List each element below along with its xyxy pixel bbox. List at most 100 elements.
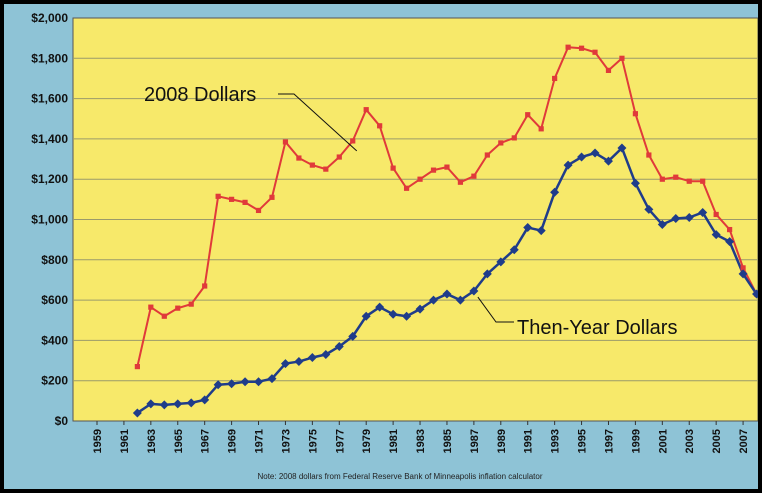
data-point [563, 160, 573, 170]
data-point [592, 49, 598, 55]
y-tick-label: $600 [41, 293, 68, 307]
data-point [659, 176, 665, 182]
data-point [430, 167, 437, 173]
data-point [644, 204, 654, 214]
data-point [536, 226, 546, 236]
x-tick-label: 1961 [119, 429, 131, 453]
y-tick-label: $1,400 [31, 132, 68, 146]
x-tick-label: 1981 [388, 429, 400, 453]
data-point [321, 350, 331, 360]
data-point [686, 178, 692, 184]
data-point [711, 230, 721, 240]
chart-note: Note: 2008 dollars from Federal Reserve … [257, 472, 542, 481]
data-point [159, 400, 169, 410]
data-point [402, 311, 412, 321]
y-tick-label: $2,000 [31, 11, 68, 25]
data-point [673, 174, 679, 180]
x-tick-label: 1973 [280, 429, 292, 453]
data-point [498, 140, 504, 146]
data-point [471, 173, 477, 179]
data-point [336, 154, 342, 160]
data-point [725, 237, 735, 247]
data-point [202, 283, 208, 289]
data-point [552, 75, 558, 82]
data-point [752, 289, 758, 299]
data-point [684, 212, 694, 222]
data-point [375, 302, 385, 312]
data-point [484, 152, 490, 158]
data-point [363, 107, 369, 113]
y-tick-label: $800 [41, 253, 68, 267]
x-tick-label: 1971 [254, 429, 266, 453]
data-point [240, 377, 250, 387]
data-point [175, 305, 181, 311]
data-point [267, 374, 277, 384]
y-tick-label: $1,000 [31, 213, 68, 227]
data-point [323, 166, 329, 172]
data-point [617, 143, 627, 153]
data-point [605, 67, 612, 73]
x-tick-label: 1979 [361, 429, 373, 453]
data-point [390, 165, 396, 171]
data-point [242, 199, 248, 205]
data-point [632, 111, 638, 117]
data-point [146, 399, 156, 409]
data-point [280, 359, 290, 369]
data-point [646, 152, 652, 158]
x-tick-label: 1959 [92, 429, 104, 453]
x-tick-label: 1991 [523, 429, 535, 453]
data-point [269, 194, 275, 200]
data-point [671, 213, 681, 223]
data-point [200, 395, 210, 405]
x-tick-label: 2005 [711, 429, 723, 453]
data-point [469, 286, 479, 296]
data-point [444, 164, 450, 170]
data-point [700, 178, 706, 184]
data-point [538, 126, 544, 132]
data-point [334, 341, 344, 351]
x-tick-label: 1969 [227, 429, 239, 453]
x-tick-label: 1999 [630, 429, 642, 453]
data-point [403, 185, 410, 191]
data-point [417, 176, 423, 182]
x-tick-label: 1977 [334, 429, 346, 453]
data-point [523, 223, 533, 233]
data-point [148, 304, 154, 310]
data-point [415, 304, 425, 314]
x-tick-label: 2003 [684, 429, 696, 453]
slide-frame: $0 $200 $400 $600 $800 $1,000 $1,200 $1,400 $1,6… [4, 4, 758, 489]
y-tick-label: $1,600 [31, 92, 68, 106]
x-tick-label: 1995 [577, 429, 589, 453]
data-point [496, 257, 506, 267]
data-point [173, 399, 183, 409]
data-point [296, 155, 302, 161]
data-point [161, 313, 167, 319]
annotation-2008-dollars: 2008 Dollars [144, 84, 256, 106]
data-point [727, 226, 733, 233]
data-point [442, 289, 452, 299]
data-point [603, 156, 613, 166]
annotation-leader-line [477, 296, 514, 323]
x-tick-label: 1975 [307, 429, 319, 453]
x-tick-label: 2007 [738, 429, 750, 453]
data-point [186, 398, 196, 408]
data-point [134, 363, 140, 370]
data-point [525, 112, 531, 118]
data-point [361, 311, 371, 321]
data-point [590, 148, 600, 158]
data-point [188, 301, 194, 307]
data-point [213, 380, 223, 390]
data-point [132, 408, 142, 418]
data-point [630, 178, 640, 188]
data-point [740, 265, 746, 271]
y-tick-label: $1,800 [31, 51, 68, 65]
data-point [619, 55, 625, 61]
y-tick-label: $0 [55, 414, 69, 428]
data-point [457, 179, 464, 185]
data-point [348, 331, 358, 341]
data-point [550, 187, 560, 197]
y-tick-label: $200 [41, 374, 68, 388]
data-point [255, 207, 262, 214]
x-tick-label: 1983 [415, 429, 427, 453]
data-point [429, 295, 438, 305]
